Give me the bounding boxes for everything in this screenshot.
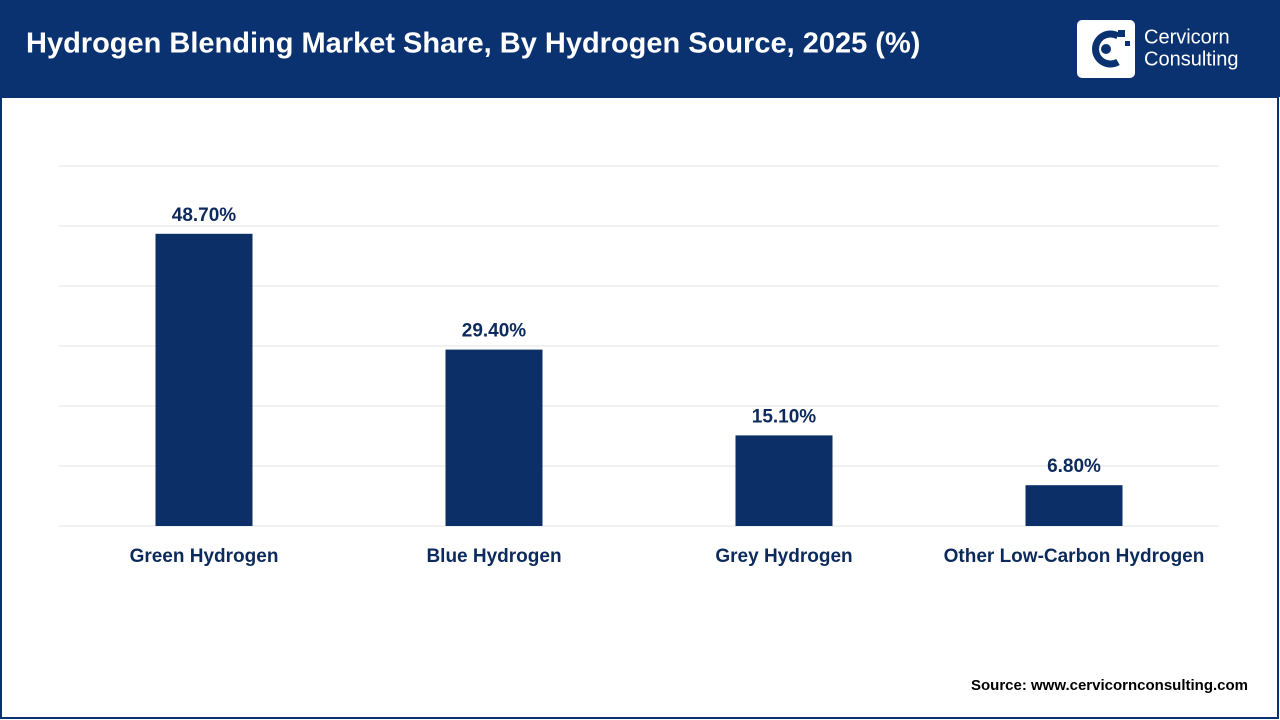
value-label: 29.40% <box>462 321 527 342</box>
frame <box>0 96 1279 719</box>
logo-square <box>1125 41 1130 46</box>
logo-text: Consulting <box>1144 48 1239 70</box>
bar <box>445 349 543 526</box>
chart-title: Hydrogen Blending Market Share, By Hydro… <box>26 28 920 60</box>
source: Source: www.cervicornconsulting.com <box>971 677 1248 694</box>
x-tick-label: Other Low-Carbon Hydrogen <box>944 546 1205 567</box>
x-tick-label: Green Hydrogen <box>130 546 279 567</box>
x-tick-label: Blue Hydrogen <box>426 546 561 567</box>
logo-icon <box>1092 30 1120 68</box>
logo: Cervicorn Consulting <box>1077 20 1239 78</box>
logo-dot <box>1101 44 1111 54</box>
value-label: 6.80% <box>1047 456 1101 477</box>
value-label: 48.70% <box>172 205 237 226</box>
logo-text: Cervicorn <box>1144 26 1230 48</box>
logo-square <box>1118 30 1125 37</box>
x-tick-label: Grey Hydrogen <box>715 546 852 567</box>
bar <box>735 435 833 526</box>
header-bar <box>0 0 1280 97</box>
bar <box>1025 485 1123 526</box>
value-label: 15.10% <box>752 406 817 427</box>
bar <box>155 233 253 527</box>
